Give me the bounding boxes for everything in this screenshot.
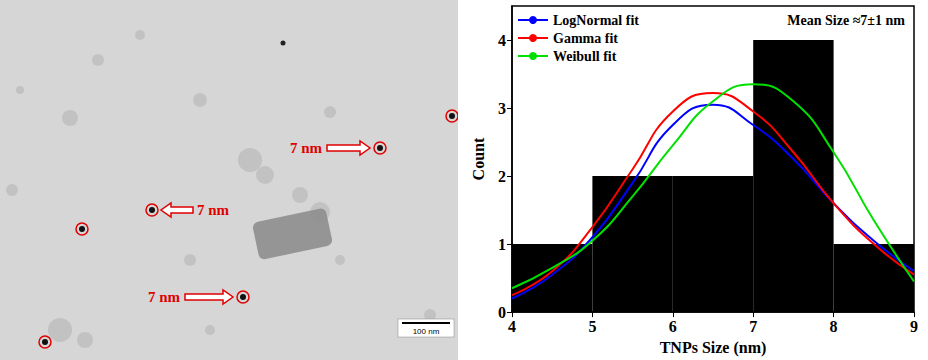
svg-text:4: 4	[498, 32, 506, 49]
svg-text:7 nm: 7 nm	[197, 202, 230, 218]
svg-text:5: 5	[588, 318, 596, 335]
svg-text:6: 6	[669, 318, 677, 335]
svg-text:1: 1	[498, 236, 506, 253]
svg-text:4: 4	[508, 318, 516, 335]
svg-text:LogNormal fit: LogNormal fit	[553, 13, 639, 28]
svg-text:Weibull fit: Weibull fit	[553, 49, 617, 64]
svg-text:Count: Count	[470, 137, 487, 180]
svg-text:3: 3	[498, 100, 506, 117]
svg-text:2: 2	[498, 168, 506, 185]
svg-text:0: 0	[498, 304, 506, 321]
svg-text:100 nm: 100 nm	[413, 327, 440, 336]
svg-text:Gamma fit: Gamma fit	[553, 31, 618, 46]
svg-text:9: 9	[910, 318, 918, 335]
svg-text:7: 7	[749, 318, 757, 335]
svg-text:TNPs Size (nm): TNPs Size (nm)	[660, 339, 767, 357]
svg-text:7 nm: 7 nm	[148, 289, 181, 305]
svg-text:Mean Size ≈7±1 nm: Mean Size ≈7±1 nm	[787, 13, 905, 28]
svg-text:7 nm: 7 nm	[290, 140, 323, 156]
svg-text:8: 8	[830, 318, 838, 335]
